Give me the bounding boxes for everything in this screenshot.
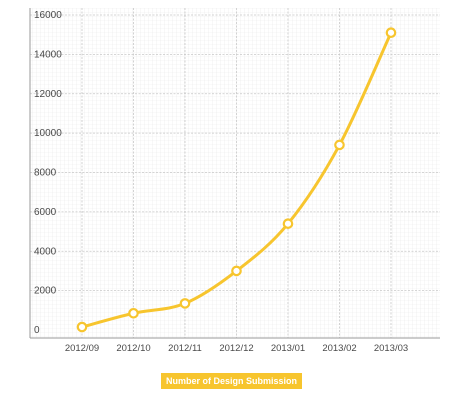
data-point	[282, 218, 294, 229]
y-tick-label: 16000	[34, 10, 62, 21]
x-tick-label: 2012/11	[168, 343, 202, 354]
data-point	[385, 27, 397, 39]
y-axis-tick-labels: 0 2000 4000 6000 8000 10000 12000 14000 16000	[34, 10, 62, 336]
major-grid	[30, 8, 440, 338]
data-point	[76, 321, 88, 333]
x-tick-label: 2012/10	[116, 343, 150, 354]
y-tick-label: 14000	[34, 49, 62, 60]
data-point	[334, 139, 345, 151]
y-tick-label: 8000	[34, 168, 57, 179]
y-tick-label: 2000	[34, 286, 57, 297]
x-tick-label: 2013/01	[271, 343, 305, 354]
plot-background	[30, 8, 440, 338]
x-tick-label: 2013/03	[374, 343, 408, 354]
y-tick-label: 0	[34, 325, 40, 336]
y-tick-label: 6000	[34, 207, 57, 218]
x-tick-label: 2012/09	[65, 343, 99, 354]
x-tick-label: 2012/12	[219, 343, 253, 354]
legend-entry-series: Number of Design Submission	[161, 373, 303, 389]
data-point	[179, 298, 191, 309]
points-layer	[76, 27, 397, 333]
data-point	[128, 307, 139, 319]
y-tick-label: 10000	[34, 128, 62, 139]
y-tick-label: 4000	[34, 246, 57, 257]
x-tick-label: 2013/02	[322, 343, 356, 354]
data-point	[231, 265, 242, 277]
y-tick-label: 12000	[34, 89, 62, 100]
axes	[29, 8, 440, 339]
x-axis-tick-labels: 2012/09 2012/10 2012/11 2012/12 2013/01 2013/…	[65, 343, 408, 354]
